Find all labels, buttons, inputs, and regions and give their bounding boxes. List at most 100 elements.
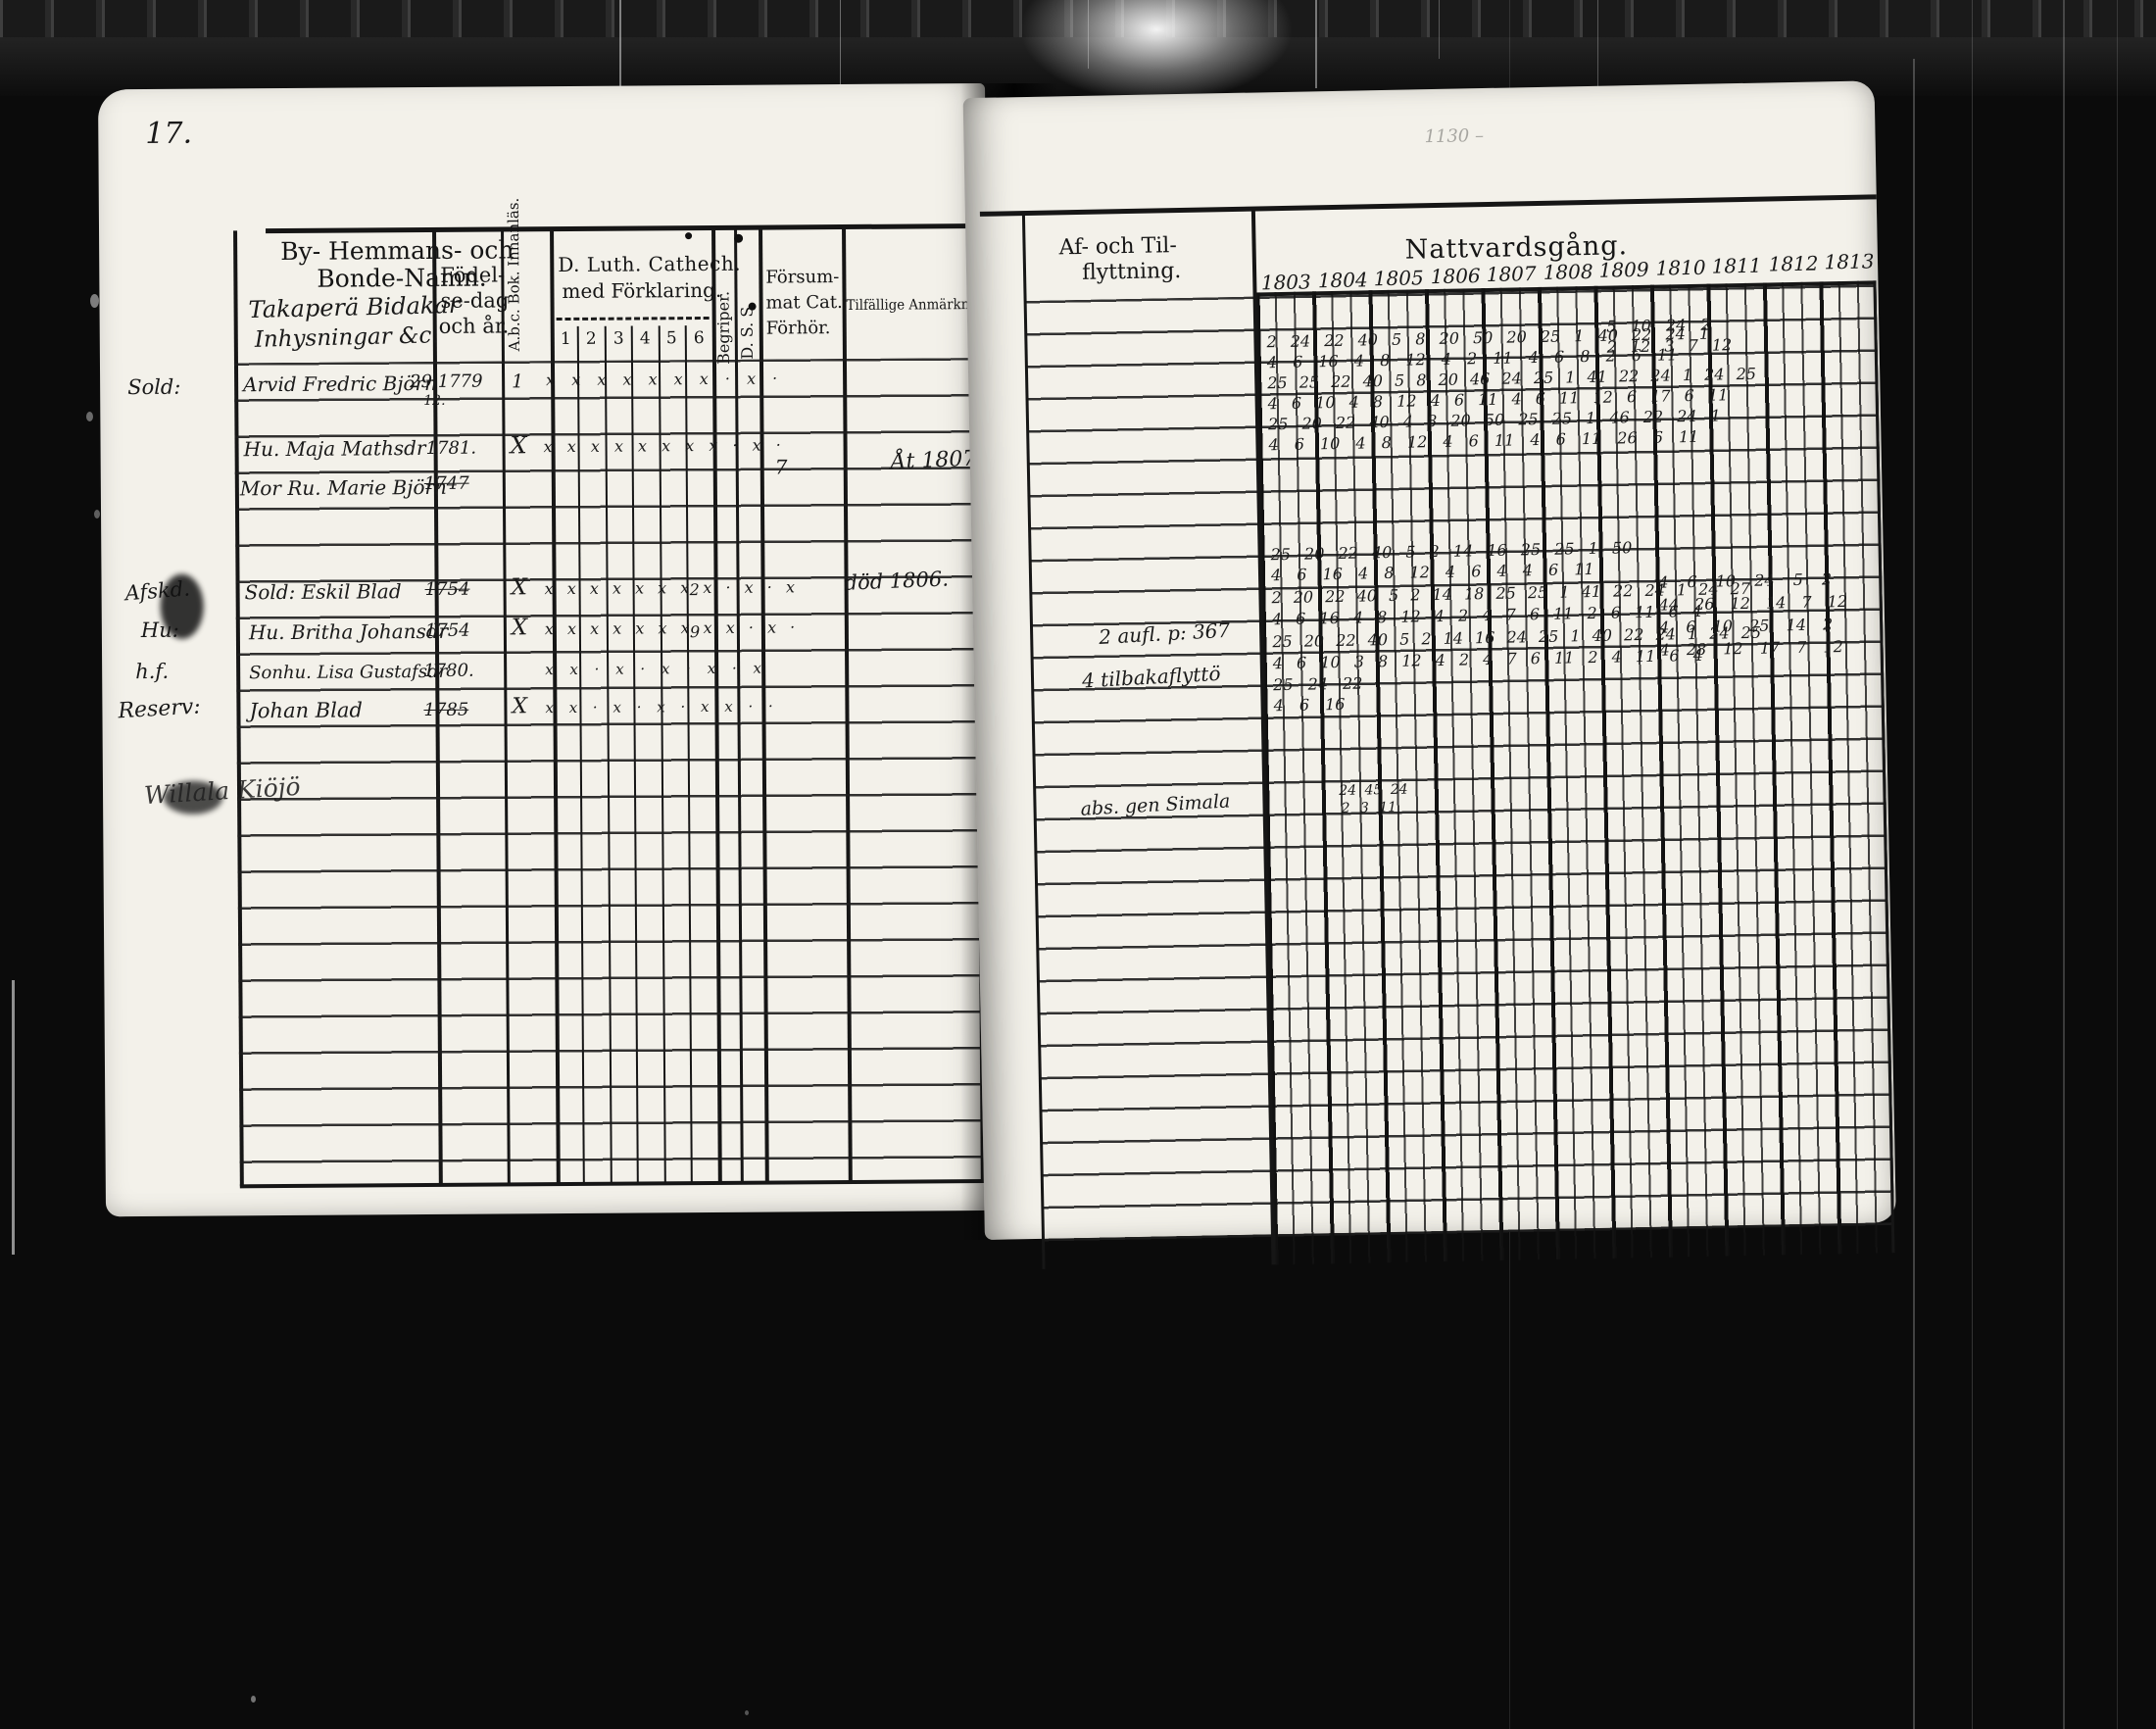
spine-speck <box>94 510 100 519</box>
cat-subcol-3: 3 <box>612 328 624 349</box>
header-handwritten-2: Inhysningar &c. <box>254 322 439 353</box>
col-header-begriper: Begriper. <box>713 290 733 365</box>
film-scratch <box>840 0 841 93</box>
light-glow <box>1019 0 1294 103</box>
header-handwritten-1: Takaperä Bidakar <box>248 290 461 324</box>
left-page: 17. By- Hemmans- och Bonde-Namn. Takaper… <box>98 83 1007 1217</box>
col-header-birth-1: Födel- <box>440 263 506 287</box>
row-date: 29 1779 <box>410 370 483 393</box>
row-margin: Reserv: <box>117 694 202 724</box>
film-scratch <box>1439 0 1440 59</box>
film-scratch <box>619 0 621 127</box>
cat-subcol-1: 1 <box>560 328 571 350</box>
col-header-aftil-2: flyttning. <box>1081 258 1182 285</box>
row-date: 1781. <box>425 437 477 459</box>
film-scratch <box>2117 0 2118 1729</box>
grid-row: 25 24 22 <box>1273 673 1363 695</box>
row-marks: x x x x x x x x x · x · <box>544 618 800 639</box>
year-label: 1812 <box>1768 251 1819 276</box>
row-name: Hu. Maja Mathsdr <box>243 435 426 462</box>
cat-subcol-5: 5 <box>665 328 677 349</box>
year-label: 1806 <box>1430 264 1481 289</box>
row-date: 1747 <box>423 472 469 495</box>
grid-row-right: 4 6 10 25 14 2 <box>1658 615 1834 637</box>
col-header-birth-3: och år. <box>438 314 510 338</box>
frame-number: 1130 – <box>1424 125 1485 148</box>
bottom-speck <box>251 1696 256 1703</box>
ink-dot <box>685 232 693 240</box>
grid-row-right: 4 28 12 17 7 12 <box>1659 637 1843 660</box>
film-scratch <box>12 980 15 1255</box>
row-abc-mark: X <box>510 431 527 460</box>
row-marks: x x · x · x · x x · · <box>545 697 779 717</box>
row-margin: h.f. <box>135 659 170 684</box>
row-abc-mark: X <box>511 615 528 641</box>
col-header-forsummat-2: mat Cat. <box>765 292 843 314</box>
bottom-speck <box>745 1710 749 1715</box>
year-label: 1805 <box>1373 266 1424 291</box>
row-name: Hu. Britha Johansdr <box>248 618 449 645</box>
film-scratch <box>1972 0 1973 1729</box>
row-date: 1754 <box>424 578 470 601</box>
row-marks: x x x x x x x · x · <box>546 369 784 390</box>
year-label: 1804 <box>1317 268 1368 293</box>
film-scratch <box>1597 0 1598 137</box>
film-scratch <box>1913 59 1915 1729</box>
row-marks: x x · x · x · x · x <box>545 659 767 679</box>
col-header-birth-2: se-dag <box>440 288 510 313</box>
right-page: 1130 – Af- och Til- flyttning. Nattvards… <box>962 80 1896 1269</box>
film-scratch <box>1315 0 1317 88</box>
row-name: Sold: Eskil Blad <box>244 579 402 605</box>
col-header-cat-2: med Förklaring. <box>562 277 722 304</box>
grid-row-right: 2 12 3 7 12 <box>1606 335 1733 357</box>
row-date: 1754 <box>424 619 470 642</box>
row-date-sub: 12. <box>423 392 446 410</box>
annotation: död 1806. <box>844 567 950 595</box>
col-header-dss: D. S. S. <box>737 302 757 360</box>
mid-numbers-1: 24 45 24 <box>1339 781 1408 799</box>
forsummat-mark: 9 <box>689 622 701 642</box>
mid-numbers-2: 2 3 11 <box>1341 799 1397 816</box>
year-label: 1807 <box>1486 262 1537 286</box>
col-header-forsummat-3: Förhör. <box>765 318 831 339</box>
year-label: 1810 <box>1655 255 1706 280</box>
row-name: Arvid Fredric Björn <box>243 370 438 397</box>
grid-row-right: 4 6 10 24 5 2 <box>1658 569 1833 592</box>
page-number: 17. <box>145 116 193 151</box>
row-name: Mor Ru. Marie Björn <box>239 474 447 501</box>
row-date: 1785 <box>423 699 469 721</box>
row-abc-mark: X <box>511 574 528 601</box>
film-scratch <box>1088 0 1089 69</box>
row-marks: x x x x x x x x · x · x <box>544 577 800 599</box>
film-scratch <box>2063 0 2065 1729</box>
col-header-forsummat-1: Försum- <box>765 267 840 288</box>
ink-dot <box>734 233 744 243</box>
col-header-aftil-1: Af- och Til- <box>1058 233 1178 261</box>
cat-subcol-2: 2 <box>585 328 597 349</box>
cat-underline <box>556 316 710 321</box>
grid-row-right: 44 26 12 14 7 12 <box>1658 591 1848 615</box>
row-abc-mark: X <box>512 694 528 719</box>
year-label: 1809 <box>1598 257 1649 282</box>
year-label: 1813 <box>1824 249 1875 274</box>
row-margin: Sold: <box>127 374 181 400</box>
header-top-rule <box>266 223 980 234</box>
row-marks: x x x x x x x x · x · <box>543 435 786 457</box>
col-header-name-1: By- Hemmans- och <box>280 235 514 267</box>
cat-subcol-4: 4 <box>639 328 651 349</box>
year-label: 1811 <box>1711 253 1762 278</box>
ink-smudge <box>160 573 204 639</box>
year-label: 1808 <box>1543 259 1593 284</box>
row-name: Sonhu. Lisa Gustafsdr <box>249 661 448 684</box>
col-header-abc: A.b.c. Bok. Innanläs. <box>504 197 523 352</box>
forsummat-mark: 7 <box>774 455 788 479</box>
grid-row-right: 5 10 24 2 <box>1606 315 1711 336</box>
forsummat-mark: 2 <box>689 580 700 600</box>
row-date: 1780. <box>423 660 474 682</box>
ink-dot <box>748 302 757 311</box>
cat-subcol-6: 6 <box>693 328 705 349</box>
header-top-rule <box>979 194 1877 217</box>
ink-smudge <box>163 780 223 815</box>
row-name: Johan Blad <box>249 698 363 723</box>
